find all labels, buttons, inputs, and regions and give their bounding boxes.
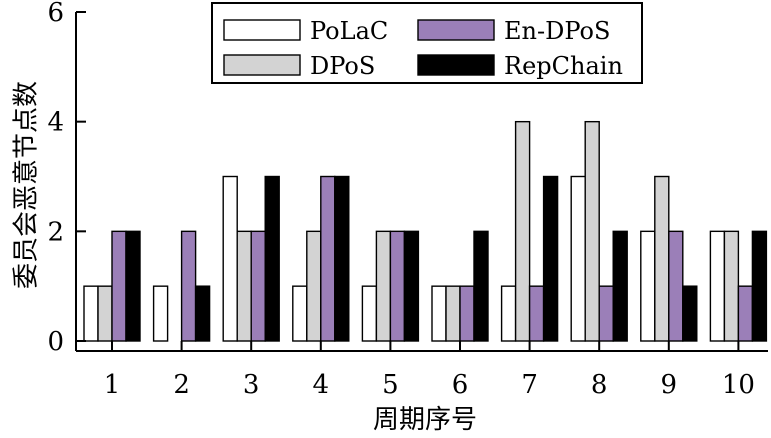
legend-label-dpos: DPoS: [310, 52, 375, 80]
bar-dpos-10: [723, 230, 740, 342]
y-tick-label: 6: [47, 0, 64, 28]
x-tick-label: 3: [243, 370, 260, 400]
x-tick-label: 2: [173, 370, 190, 400]
bar-repchain-5: [403, 230, 420, 342]
bar-dpos-5: [375, 230, 392, 342]
bar-repchain-10: [751, 230, 768, 342]
bar-polac-2: [152, 285, 169, 342]
bar-polac-7: [500, 285, 517, 342]
bar-polac-6: [431, 285, 447, 342]
bar-en-dpos-3: [250, 230, 266, 342]
bar-polac-3: [222, 175, 238, 342]
bar-polac-4: [292, 285, 308, 342]
bar-en-dpos-7: [528, 285, 545, 342]
x-tick-label: 7: [521, 370, 538, 400]
bar-polac-8: [570, 175, 586, 342]
x-tick-label: 5: [382, 370, 399, 400]
bar-polac-5: [361, 285, 378, 342]
y-ticks-group: 0 2 4 6: [47, 0, 86, 357]
y-axis-title: 委员会恶意节点数: [12, 81, 42, 289]
bar-en-dpos-1: [111, 230, 127, 342]
bar-en-dpos-5: [389, 230, 406, 342]
x-ticks-group: 1 2 3 4 5 6 7 8 9 10: [104, 341, 755, 400]
bar-en-dpos-6: [459, 285, 475, 342]
legend-label-polac: PoLaC: [310, 17, 388, 45]
x-tick-label: 6: [452, 370, 469, 400]
x-tick-label: 4: [313, 370, 330, 400]
legend-swatch-dpos: [223, 54, 301, 76]
bar-en-dpos-2: [180, 230, 197, 342]
bar-dpos-3: [236, 230, 252, 342]
bar-repchain-9: [682, 285, 698, 342]
bar-en-dpos-8: [598, 285, 614, 342]
bar-repchain-1: [125, 230, 141, 342]
bar-polac-9: [640, 230, 656, 342]
bar-en-dpos-9: [668, 230, 684, 342]
legend-swatch-polac: [223, 19, 301, 41]
bar-dpos-1: [97, 285, 113, 342]
bar-en-dpos-10: [737, 285, 754, 342]
x-tick-label: 9: [661, 370, 678, 400]
legend-swatch-en-dpos: [417, 19, 495, 41]
bar-repchain-7: [542, 175, 559, 342]
bar-repchain-8: [612, 230, 628, 342]
legend-label-en-dpos: En-DPoS: [504, 17, 610, 45]
x-tick-label: 8: [591, 370, 608, 400]
y-tick-label: 0: [47, 327, 64, 357]
y-tick-label: 4: [47, 108, 64, 138]
bar-repchain-3: [264, 175, 280, 342]
legend-label-repchain: RepChain: [504, 52, 623, 80]
y-tick-label: 2: [47, 217, 64, 247]
x-tick-label: 1: [104, 370, 121, 400]
bar-polac-10: [709, 230, 726, 342]
x-axis-title: 周期序号: [373, 405, 477, 435]
bar-repchain-2: [194, 285, 211, 342]
bar-polac-1: [83, 285, 99, 342]
bar-dpos-7: [514, 120, 531, 342]
bar-repchain-4: [334, 175, 350, 342]
legend-swatch-repchain: [417, 54, 495, 76]
bar-dpos-4: [306, 230, 322, 342]
bar-repchain-6: [473, 230, 489, 342]
x-tick-label: 10: [722, 370, 755, 400]
bar-dpos-8: [584, 120, 600, 342]
bar-dpos-9: [654, 175, 670, 342]
bar-dpos-6: [445, 285, 461, 342]
bar-en-dpos-4: [320, 175, 336, 342]
legend: PoLaC En-DPoS DPoS RepChain: [211, 2, 643, 84]
bars-group: [83, 120, 768, 342]
